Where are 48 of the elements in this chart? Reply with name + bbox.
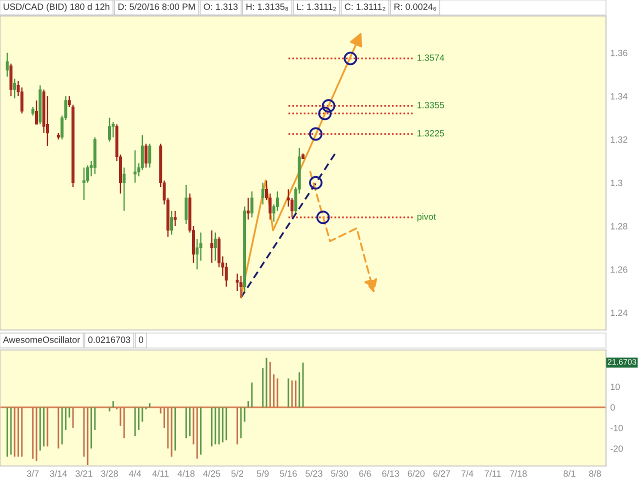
- x-tick-label: 6/20: [408, 470, 425, 477]
- text: H: 1.3135₈: [246, 4, 288, 11]
- x-tick-label: 5/16: [280, 470, 297, 477]
- x-tick-label: 4/11: [152, 470, 169, 477]
- y-tick-label: -10: [610, 424, 623, 432]
- x-tick-label: 7/11: [484, 470, 501, 477]
- text: L: 1.3111₂: [297, 4, 336, 11]
- x-tick-label: 8/8: [589, 470, 601, 477]
- ref-line-label: pivot: [417, 213, 436, 222]
- annotation: 21.6703: [608, 359, 636, 365]
- x-tick-label: 4/4: [129, 470, 142, 477]
- text: O: 1.313: [204, 4, 238, 10]
- x-tick-label: 5/30: [331, 470, 348, 477]
- text: 0.0216703: [88, 336, 130, 343]
- y-tick-label: 1.36: [610, 50, 628, 56]
- text: R: 0.0024₆: [394, 4, 436, 11]
- text: 0: [138, 336, 144, 343]
- text: C: 1.3111₂: [344, 4, 386, 11]
- x-tick-label: 3/7: [26, 470, 39, 477]
- x-tick-label: 7/4: [461, 470, 474, 477]
- ref-line-label: 1.3225: [418, 130, 444, 136]
- y-tick-label: 1.32: [610, 136, 628, 143]
- text: D: 5/20/16 8:00 PM: [118, 3, 195, 10]
- x-tick-label: 6/13: [382, 470, 400, 477]
- y-tick-label: -20: [610, 445, 623, 452]
- y-tick-label: 1.3: [610, 180, 622, 186]
- chart-title: AwesomeOscillator: [3, 336, 80, 343]
- x-tick-label: 3/21: [76, 470, 92, 477]
- y-tick-label: 1.34: [610, 93, 628, 100]
- x-tick-label: 6/6: [359, 470, 371, 477]
- x-tick-label: 3/14: [50, 470, 67, 477]
- ref-line-label: 1.3574: [418, 54, 444, 61]
- x-tick-label: 5/23: [306, 470, 322, 477]
- y-tick-label: 1.24: [610, 310, 628, 316]
- y-tick-label: 1.26: [610, 266, 628, 273]
- y-tick-label: 1.28: [610, 223, 628, 230]
- y-tick-label: 10: [610, 384, 620, 390]
- x-tick-label: 6/27: [433, 470, 450, 477]
- chart-title: USD/CAD (BID) 180 d 12h: [4, 3, 110, 12]
- x-tick-label: 8/1: [564, 470, 576, 477]
- x-tick-label: 4/18: [178, 470, 195, 477]
- x-tick-label: 7/18: [510, 470, 527, 477]
- x-tick-label: 3/28: [101, 470, 118, 477]
- ref-line-label: 1.3355: [418, 102, 444, 108]
- x-tick-label: 4/25: [203, 470, 220, 477]
- y-tick-label: 0: [610, 404, 615, 411]
- x-tick-label: 5/2: [231, 470, 244, 477]
- x-tick-label: 5/9: [256, 470, 269, 477]
